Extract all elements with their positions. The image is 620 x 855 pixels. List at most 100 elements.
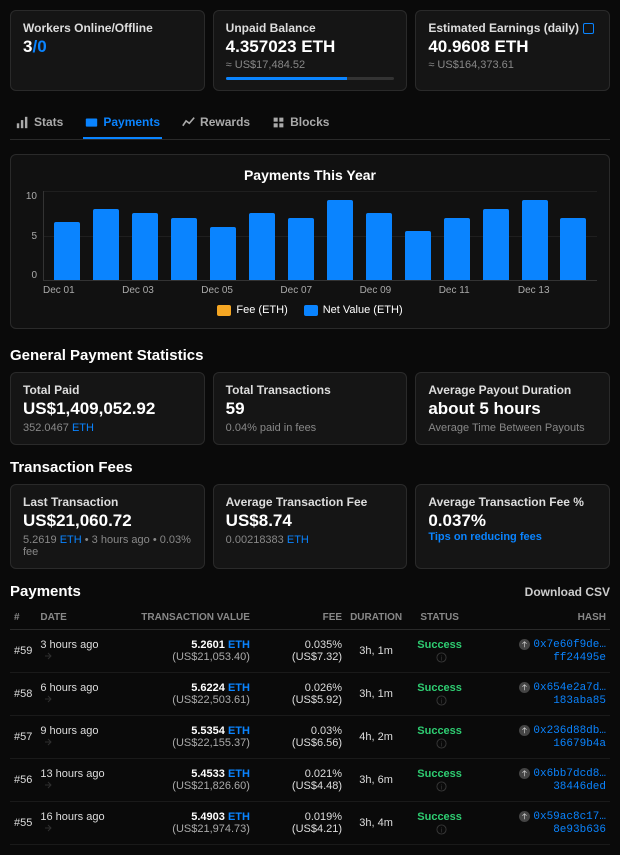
total-paid-card: Total Paid US$1,409,052.92 352.0467 ETH xyxy=(10,372,205,445)
cell-duration: 3h, 6m xyxy=(346,759,406,802)
col-duration: DURATION xyxy=(346,606,406,630)
chart-bar xyxy=(327,200,353,280)
col-status: STATUS xyxy=(406,606,473,630)
total-paid-value: US$1,409,052.92 xyxy=(23,399,192,419)
cell-hash[interactable]: 0x7e60f9de…ff24495e xyxy=(473,630,610,673)
copy-icon[interactable] xyxy=(583,23,594,34)
svg-text:i: i xyxy=(440,825,442,834)
unpaid-progress-fill xyxy=(226,77,347,80)
cell-hash[interactable]: 0x59ac8c17…8e93b636 xyxy=(473,802,610,845)
total-tx-sub: 0.04% paid in fees xyxy=(226,422,395,434)
table-row: #593 hours ago 5.2601 ETH (US$21,053.40)… xyxy=(10,630,610,673)
bars-wrap xyxy=(43,191,597,281)
cell-value: 5.4533 ETH (US$21,826.60) xyxy=(116,759,254,802)
total-tx-value: 59 xyxy=(226,399,395,419)
cell-date: 6 hours ago xyxy=(36,673,116,716)
chart-bar xyxy=(54,222,80,280)
x-axis: Dec 01Dec 03Dec 05Dec 07Dec 09Dec 11Dec … xyxy=(43,281,597,296)
avg-payout-label: Average Payout Duration xyxy=(428,383,597,397)
chart-bar xyxy=(288,218,314,280)
legend-item: Net Value (ETH) xyxy=(304,304,403,316)
cell-fee: 0.03% (US$6.56) xyxy=(254,716,346,759)
cell-status: Success i xyxy=(406,802,473,845)
y-axis: 1050 xyxy=(23,191,43,281)
cell-num: #58 xyxy=(10,673,36,716)
tab-blocks[interactable]: Blocks xyxy=(270,107,331,139)
svg-text:i: i xyxy=(440,739,442,748)
cell-num: #59 xyxy=(10,630,36,673)
unpaid-label: Unpaid Balance xyxy=(226,21,395,35)
avg-payout-sub: Average Time Between Payouts xyxy=(428,422,597,434)
cell-fee: 0.035% (US$7.32) xyxy=(254,630,346,673)
cell-num: #56 xyxy=(10,759,36,802)
col-date: DATE xyxy=(36,606,116,630)
cell-duration: 3h, 1m xyxy=(346,630,406,673)
chart-bar xyxy=(132,213,158,280)
workers-label: Workers Online/Offline xyxy=(23,21,192,35)
tab-label: Rewards xyxy=(200,115,250,129)
cell-fee: 0.021% (US$4.48) xyxy=(254,759,346,802)
cell-value: 5.4903 ETH (US$21,974.73) xyxy=(116,802,254,845)
payments-title: Payments xyxy=(10,583,81,600)
legend: Fee (ETH)Net Value (ETH) xyxy=(23,304,597,316)
cell-value: 5.5354 ETH (US$22,155.37) xyxy=(116,716,254,759)
table-row: #5516 hours ago 5.4903 ETH (US$21,974.73… xyxy=(10,802,610,845)
unpaid-card: Unpaid Balance 4.357023 ETH ≈ US$17,484.… xyxy=(213,10,408,91)
tabs: Stats Payments Rewards Blocks xyxy=(10,107,610,140)
chart-bar xyxy=(171,218,197,280)
download-csv-button[interactable]: Download CSV xyxy=(525,585,610,599)
chart-bar xyxy=(560,218,586,280)
avg-pct-card: Average Transaction Fee % 0.037% Tips on… xyxy=(415,484,610,569)
table-row: #579 hours ago 5.5354 ETH (US$22,155.37)… xyxy=(10,716,610,759)
tab-label: Stats xyxy=(34,115,63,129)
tab-payments[interactable]: Payments xyxy=(83,107,162,139)
col-hash: HASH xyxy=(473,606,610,630)
cell-date: 3 hours ago xyxy=(36,630,116,673)
avg-fee-label: Average Transaction Fee xyxy=(226,495,395,509)
chart-card: Payments This Year 1050 Dec 01Dec 03Dec … xyxy=(10,154,610,329)
table-body: #593 hours ago 5.2601 ETH (US$21,053.40)… xyxy=(10,630,610,845)
payments-table: #DATETRANSACTION VALUEFEEDURATIONSTATUSH… xyxy=(10,606,610,845)
cell-status: Success i xyxy=(406,630,473,673)
total-paid-label: Total Paid xyxy=(23,383,192,397)
cell-duration: 4h, 2m xyxy=(346,716,406,759)
total-tx-card: Total Transactions 59 0.04% paid in fees xyxy=(213,372,408,445)
estimated-label: Estimated Earnings (daily) xyxy=(428,21,597,35)
chart-bar xyxy=(483,209,509,280)
tab-rewards[interactable]: Rewards xyxy=(180,107,252,139)
cell-date: 9 hours ago xyxy=(36,716,116,759)
chart-bar xyxy=(522,200,548,280)
tips-link[interactable]: Tips on reducing fees xyxy=(428,531,597,543)
chart-bar xyxy=(93,209,119,280)
svg-text:i: i xyxy=(440,696,442,705)
cell-hash[interactable]: 0x654e2a7d…183aba85 xyxy=(473,673,610,716)
cell-num: #55 xyxy=(10,802,36,845)
total-paid-sub: 352.0467 ETH xyxy=(23,422,192,434)
avg-fee-sub: 0.00218383 ETH xyxy=(226,534,395,546)
svg-text:i: i xyxy=(440,653,442,662)
col-#: # xyxy=(10,606,36,630)
cell-date: 16 hours ago xyxy=(36,802,116,845)
tab-stats[interactable]: Stats xyxy=(14,107,65,139)
general-title: General Payment Statistics xyxy=(10,347,610,364)
avg-pct-label: Average Transaction Fee % xyxy=(428,495,597,509)
cell-hash[interactable]: 0x236d88db…16679b4a xyxy=(473,716,610,759)
chart-bar xyxy=(405,231,431,280)
cell-fee: 0.019% (US$4.21) xyxy=(254,802,346,845)
chart-bar xyxy=(249,213,275,280)
table-header-row: #DATETRANSACTION VALUEFEEDURATIONSTATUSH… xyxy=(10,606,610,630)
cell-value: 5.2601 ETH (US$21,053.40) xyxy=(116,630,254,673)
chart-area: 1050 xyxy=(23,191,597,281)
col-transaction-value: TRANSACTION VALUE xyxy=(116,606,254,630)
cell-value: 5.6224 ETH (US$22,503.61) xyxy=(116,673,254,716)
last-tx-card: Last Transaction US$21,060.72 5.2619 ETH… xyxy=(10,484,205,569)
col-fee: FEE xyxy=(254,606,346,630)
cell-status: Success i xyxy=(406,759,473,802)
total-tx-label: Total Transactions xyxy=(226,383,395,397)
avg-fee-card: Average Transaction Fee US$8.74 0.002183… xyxy=(213,484,408,569)
tab-label: Blocks xyxy=(290,115,329,129)
workers-card: Workers Online/Offline 3/0 xyxy=(10,10,205,91)
cell-hash[interactable]: 0x6bb7dcd8…38446ded xyxy=(473,759,610,802)
unpaid-sub: ≈ US$17,484.52 xyxy=(226,59,395,71)
chart-title: Payments This Year xyxy=(23,167,597,183)
